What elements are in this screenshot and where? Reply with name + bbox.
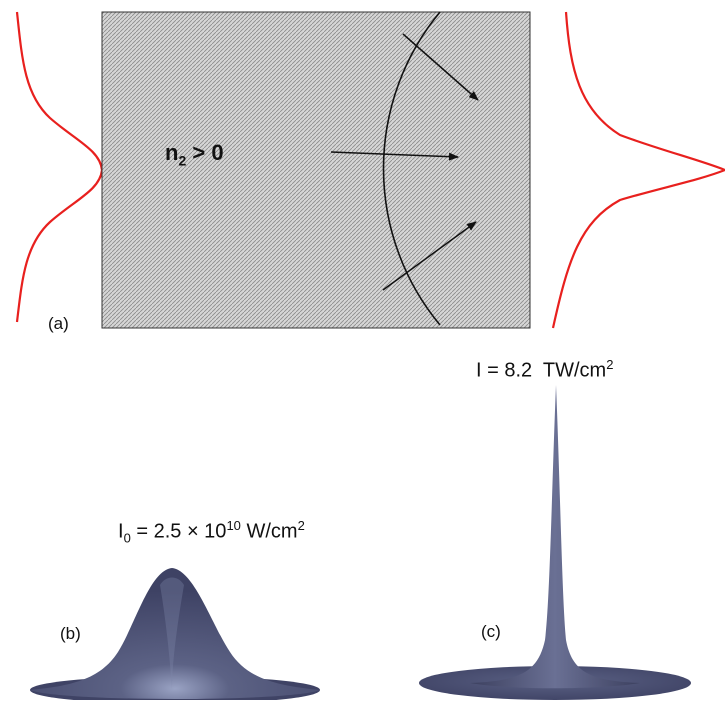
panel-a-label: (a)	[48, 314, 69, 333]
output-profile-curve	[551, 11, 725, 329]
nonlinear-medium	[101, 11, 531, 329]
input-intensity-unit: W/cm	[240, 520, 298, 543]
input-profile-curve	[15, 11, 104, 323]
input-intensity-subscript: 0	[123, 530, 131, 546]
focused-peak-surface	[419, 385, 691, 700]
peak-intensity-label: I = 8.2 TW/cm2	[476, 357, 613, 383]
n2-symbol: n	[165, 140, 179, 165]
wavefront-arc	[382, 11, 441, 326]
input-intensity-exponent: 10	[226, 518, 241, 533]
panel-b-label: (b)	[60, 624, 81, 643]
gaussian-surface-input	[30, 568, 320, 704]
n2-subscript: 2	[178, 152, 187, 169]
peak-intensity-value: I = 8.2 TW/cm	[476, 359, 607, 382]
input-intensity-unit-exponent: 2	[297, 518, 305, 533]
arrow-lower	[382, 221, 477, 291]
arrow-upper	[402, 33, 479, 101]
peak-intensity-unit-exponent: 2	[606, 357, 614, 372]
input-intensity-symbol: I	[118, 520, 124, 543]
input-intensity-value: = 2.5 × 10	[130, 520, 227, 543]
input-intensity-label: I0 = 2.5 × 1010 W/cm2	[118, 518, 305, 546]
medium-index-label: n2 > 0	[165, 140, 224, 168]
panel-c-label: (c)	[481, 622, 501, 641]
n2-condition: > 0	[186, 140, 224, 165]
arrow-middle	[330, 151, 459, 161]
